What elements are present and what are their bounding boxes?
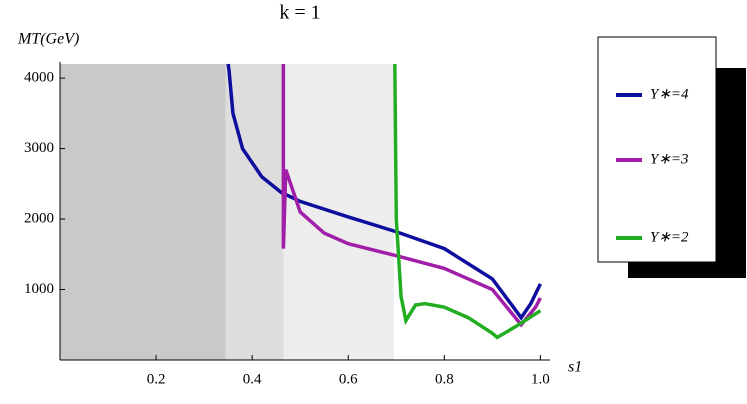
x-tick-label: 0.4 — [243, 371, 262, 387]
shaded-region — [225, 64, 284, 360]
legend-label: Y∗=4 — [650, 86, 689, 102]
shaded-region — [60, 64, 226, 360]
legend-label: Y∗=2 — [650, 229, 689, 245]
x-tick-label: 0.8 — [435, 371, 454, 387]
y-tick-label: 1000 — [24, 281, 54, 297]
x-tick-label: 0.6 — [339, 371, 358, 387]
y-tick-label: 3000 — [24, 140, 54, 156]
legend-box — [597, 36, 717, 263]
series-line — [226, 63, 542, 321]
y-axis-label: MT(GeV) — [17, 31, 79, 48]
y-tick-label: 4000 — [24, 70, 54, 86]
series-line — [393, 63, 542, 340]
chart-title: k = 1 — [279, 2, 320, 24]
x-axis-label: s1 — [568, 359, 582, 376]
x-tick-label: 0.2 — [147, 371, 166, 387]
legend-label: Y∗=3 — [650, 151, 689, 167]
y-tick-label: 2000 — [24, 210, 54, 226]
x-tick-label: 1.0 — [531, 371, 550, 387]
